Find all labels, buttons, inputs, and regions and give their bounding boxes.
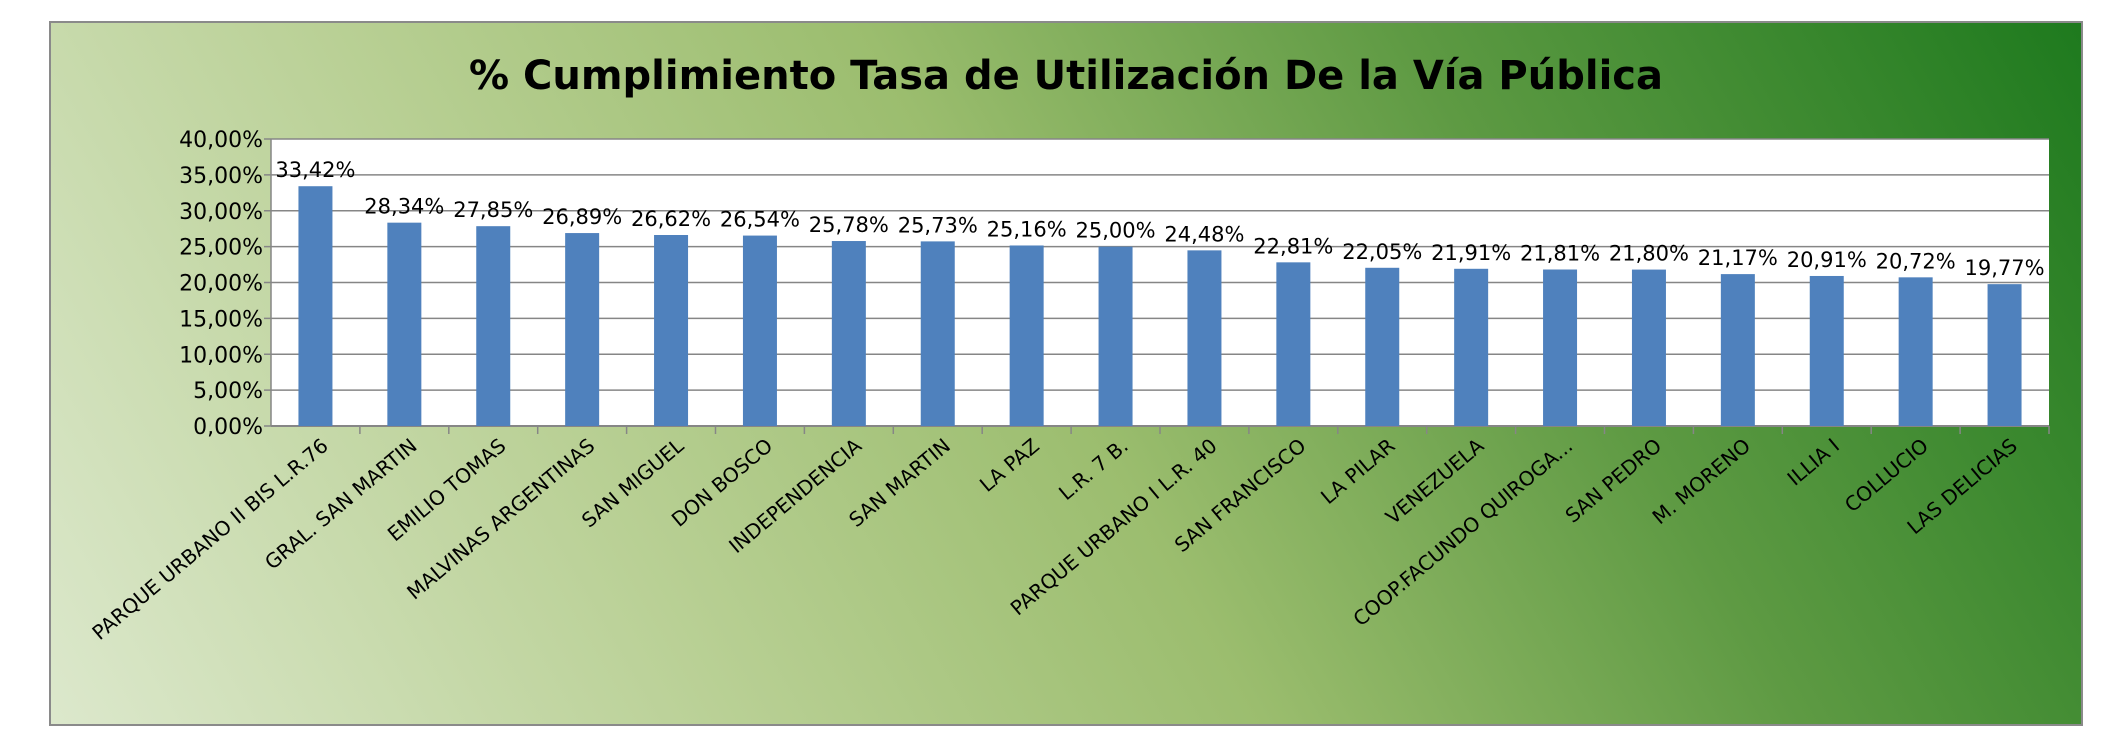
bar (920, 241, 955, 426)
bar (1720, 274, 1755, 426)
y-tick-label: 35,00% (179, 164, 263, 189)
data-label: 20,91% (1787, 248, 1867, 272)
bar (1543, 269, 1578, 426)
bar (1809, 275, 1844, 426)
chart-title: % Cumplimiento Tasa de Utilización De la… (469, 53, 1663, 99)
data-label: 25,73% (898, 213, 978, 237)
data-label: 21,81% (1520, 242, 1600, 266)
y-tick-label: 15,00% (179, 307, 263, 332)
y-tick-label: 20,00% (179, 272, 263, 297)
data-label: 26,89% (542, 205, 622, 229)
x-category-label: GRAL. SAN MARTIN (260, 433, 421, 574)
data-label: 19,77% (1965, 256, 2045, 280)
data-label: 21,80% (1609, 242, 1689, 266)
data-label: 24,48% (1164, 222, 1244, 246)
data-label: 22,81% (1253, 234, 1333, 258)
bar (654, 235, 689, 426)
bar (1365, 267, 1400, 426)
y-tick-label: 0,00% (193, 415, 263, 440)
bar (387, 222, 422, 426)
bar (1987, 284, 2022, 426)
data-label: 21,17% (1698, 246, 1778, 270)
data-label: 25,00% (1076, 219, 1156, 243)
bar (1454, 268, 1489, 426)
data-label: 20,72% (1876, 249, 1956, 273)
y-tick-label: 10,00% (179, 343, 263, 368)
bar-chart: 0,00% 5,00% 10,00% 15,00% 20,00% 25,00% 30,00%… (87, 128, 2050, 645)
x-category-label: M. MORENO (1648, 433, 1756, 529)
bar (565, 233, 600, 426)
bar (1898, 277, 1933, 426)
bar (1187, 250, 1222, 426)
bar (1631, 269, 1666, 426)
bar (1098, 246, 1133, 426)
data-label: 22,05% (1342, 240, 1422, 264)
chart-area: % Cumplimiento Tasa de Utilización De la… (49, 21, 2083, 726)
x-category-label: LA PAZ (975, 433, 1044, 496)
bar (1009, 245, 1044, 426)
bar (742, 235, 777, 426)
data-label: 28,34% (364, 195, 444, 219)
data-label: 25,16% (987, 217, 1067, 241)
data-label: 21,91% (1431, 241, 1511, 265)
data-label: 25,78% (809, 213, 889, 237)
x-category-label: ILLIA I (1783, 433, 1844, 490)
bar (298, 186, 333, 426)
x-category-label: LA PILAR (1316, 433, 1400, 509)
data-label: 26,54% (720, 208, 800, 232)
data-label: 27,85% (453, 198, 533, 222)
bar (476, 226, 511, 426)
y-tick-label: 40,00% (179, 128, 263, 153)
x-category-label: L.R. 7 B. (1054, 433, 1133, 504)
data-label: 33,42% (275, 158, 355, 182)
bar (1276, 262, 1311, 426)
y-tick-label: 25,00% (179, 236, 263, 261)
y-tick-label: 5,00% (193, 379, 263, 404)
data-label: 26,62% (631, 207, 711, 231)
x-category-label: COLLUCIO (1840, 433, 1933, 516)
y-tick-label: 30,00% (179, 200, 263, 225)
bar (831, 241, 866, 426)
